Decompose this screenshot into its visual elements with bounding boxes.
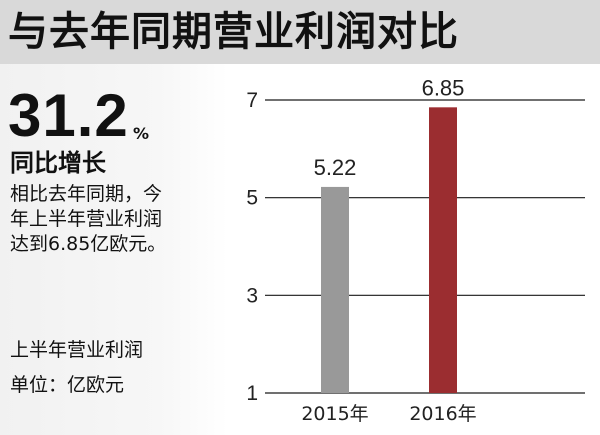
growth-number: 31.2 (8, 82, 129, 149)
x-tick-label: 2016年 (409, 403, 476, 425)
data-label: 6.85 (422, 75, 465, 100)
description-text: 相比去年同期，今 年上半年营业利润 达到6.85亿欧元。 (10, 182, 220, 257)
data-label: 5.22 (314, 155, 357, 180)
title-bar: 与去年同期营业利润对比 (0, 0, 600, 64)
y-tick-label: 7 (246, 89, 258, 112)
chart-note: 上半年营业利润 (10, 339, 144, 361)
bar (429, 107, 457, 393)
x-tick-label: 2015年 (301, 403, 368, 425)
page-title: 与去年同期营业利润对比 (8, 9, 459, 55)
gridlines (265, 99, 585, 394)
data-labels: 5.22 6.85 (314, 75, 465, 180)
growth-label: 同比增长 (10, 149, 106, 177)
y-tick-label: 3 (246, 284, 258, 307)
summary-panel (0, 64, 228, 435)
y-axis-ticks: 1 3 5 7 (246, 89, 258, 405)
bar (321, 186, 349, 393)
bars (321, 107, 457, 393)
description-line: 年上半年营业利润 (10, 208, 163, 230)
unit-label: 单位：亿欧元 (10, 374, 125, 396)
category-labels: 2015年 2016年 (301, 403, 476, 425)
y-tick-label: 5 (246, 187, 258, 210)
percent-symbol: % (133, 124, 150, 143)
description-line: 相比去年同期，今 (10, 183, 163, 205)
description-line: 达到6.85亿欧元。 (10, 233, 167, 255)
y-tick-label: 1 (246, 382, 258, 405)
